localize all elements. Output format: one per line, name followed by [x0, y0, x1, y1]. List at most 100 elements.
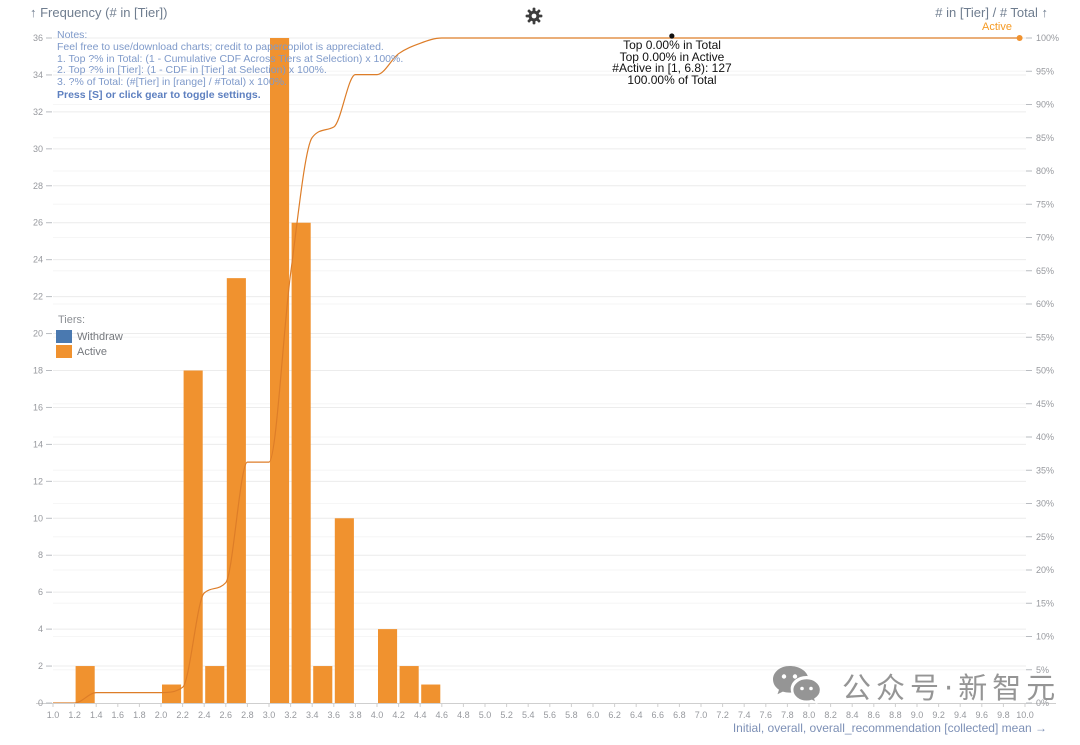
x-tick-label: 9.2: [932, 710, 945, 720]
legend-items: Withdraw Active: [56, 329, 123, 359]
x-tick-label: 4.4: [414, 710, 427, 720]
x-tick-label: 2.4: [198, 710, 211, 720]
x-tick-label: 1.0: [47, 710, 60, 720]
left-tick-label: 12: [33, 476, 43, 486]
left-tick-label: 0: [38, 698, 43, 708]
legend-item-active[interactable]: Active: [56, 344, 123, 359]
x-tick-label: 1.2: [68, 710, 81, 720]
right-tick-label: 20%: [1036, 565, 1054, 575]
x-tick-label: 3.0: [263, 710, 276, 720]
left-tick-label: 8: [38, 550, 43, 560]
watermark-text: 公众号·新智元: [842, 671, 1061, 705]
histogram-bar: [313, 666, 333, 703]
x-tick-label: 10.0: [1016, 710, 1034, 720]
right-tick-label: 30%: [1036, 499, 1054, 509]
legend-swatch: [56, 330, 72, 343]
x-tick-label: 8.2: [824, 710, 837, 720]
note-line: Feel free to use/download charts; credit…: [57, 40, 384, 53]
x-tick-label: 1.8: [133, 710, 146, 720]
right-tick-label: 35%: [1036, 465, 1054, 475]
x-tick-label: 4.0: [371, 710, 384, 720]
left-tick-label: 28: [33, 181, 43, 191]
x-tick-label: 5.0: [479, 710, 492, 720]
x-tick-label: 8.0: [803, 710, 816, 720]
histogram-bar: [270, 38, 290, 703]
left-tick-label: 16: [33, 402, 43, 412]
x-axis-title: Initial, overall, overall_recommendation…: [732, 721, 1047, 735]
x-tick-label: 5.2: [500, 710, 513, 720]
right-axis-title: # in [Tier] / # Total ↑: [935, 5, 1048, 20]
histogram-bar: [226, 278, 246, 703]
hover-point-dot: [669, 33, 675, 39]
legend-item-label: Active: [77, 345, 107, 358]
x-tick-label: 6.6: [652, 710, 665, 720]
left-tick-label: 4: [38, 624, 43, 634]
right-series-label: Active: [982, 21, 1012, 33]
histogram-bar: [334, 518, 354, 703]
histogram-bar: [162, 684, 182, 703]
x-tick-label: 3.6: [328, 710, 341, 720]
wechat-icon: [773, 666, 822, 705]
left-tick-label: 24: [33, 255, 43, 265]
cdf-endpoint-dot: [1016, 35, 1023, 41]
left-tick-label: 6: [38, 587, 43, 597]
x-tick-label: 9.6: [976, 710, 989, 720]
left-tick-label: 22: [33, 292, 43, 302]
left-tick-label: 14: [33, 439, 43, 449]
histogram-bar: [378, 629, 398, 703]
right-tick-label: 95%: [1036, 66, 1054, 76]
x-tick-label: 5.8: [565, 710, 578, 720]
x-tick-label: 1.6: [112, 710, 125, 720]
right-tick-label: 10%: [1036, 632, 1054, 642]
right-tick-label: 45%: [1036, 399, 1054, 409]
legend-title: Tiers:: [58, 314, 86, 326]
x-tick-label: 8.4: [846, 710, 859, 720]
hover-tooltip: Top 0.00% in Total Top 0.00% in Active #Ac…: [612, 38, 732, 86]
notes-settings-hint: Press [S] or click gear to toggle settin…: [57, 88, 261, 101]
x-tick-label: 8.6: [868, 710, 881, 720]
x-tick-label: 7.6: [760, 710, 773, 720]
x-tick-label: 3.4: [306, 710, 319, 720]
tooltip-line: Top 0.00% in Total: [623, 38, 721, 52]
note-line: 3. ?% of Total: (#[Tier] in [range] / #T…: [57, 76, 287, 89]
left-tick-label: 32: [33, 107, 43, 117]
histogram-bar: [421, 684, 441, 703]
right-tick-label: 65%: [1036, 266, 1054, 276]
note-line: 1. Top ?% in Total: (1 - Cumulative CDF …: [57, 52, 404, 65]
x-tick-label: 8.8: [889, 710, 902, 720]
note-line: 2. Top ?% in [Tier]: (1 - CDF in [Tier] …: [57, 64, 327, 77]
x-tick-label: 7.0: [695, 710, 708, 720]
x-tick-label: 7.2: [716, 710, 729, 720]
x-tick-label: 9.4: [954, 710, 967, 720]
histogram-bar: [75, 666, 95, 703]
settings-gear-button[interactable]: [523, 6, 545, 28]
left-tick-label: 30: [33, 144, 43, 154]
x-tick-label: 7.8: [781, 710, 794, 720]
left-tick-label: 34: [33, 70, 43, 80]
right-tick-label: 0%: [1036, 698, 1049, 708]
x-tick-label: 6.8: [673, 710, 686, 720]
right-tick-label: 75%: [1036, 199, 1054, 209]
left-axis-title: ↑ Frequency (# in [Tier]): [30, 5, 168, 20]
left-tick-label: 10: [33, 513, 43, 523]
right-tick-label: 40%: [1036, 432, 1054, 442]
left-tick-label: 2: [38, 661, 43, 671]
right-tick-label: 55%: [1036, 332, 1054, 342]
note-line: Notes:: [57, 29, 88, 41]
left-tick-label: 36: [33, 33, 43, 43]
tooltip-line: #Active in [1, 6.8): 127: [612, 61, 732, 76]
right-tick-label: 25%: [1036, 532, 1054, 542]
x-tick-label: 9.8: [997, 710, 1010, 720]
x-tick-label: 2.8: [241, 710, 254, 720]
legend-swatch: [56, 345, 72, 358]
x-tick-label: 3.8: [349, 710, 362, 720]
x-tick-label: 4.6: [436, 710, 449, 720]
histogram-bar: [291, 222, 311, 703]
x-tick-label: 2.2: [176, 710, 189, 720]
left-tick-label: 26: [33, 218, 43, 228]
right-tick-label: 50%: [1036, 366, 1054, 376]
legend-item-withdraw[interactable]: Withdraw: [56, 329, 123, 344]
x-tick-label: 4.2: [392, 710, 405, 720]
